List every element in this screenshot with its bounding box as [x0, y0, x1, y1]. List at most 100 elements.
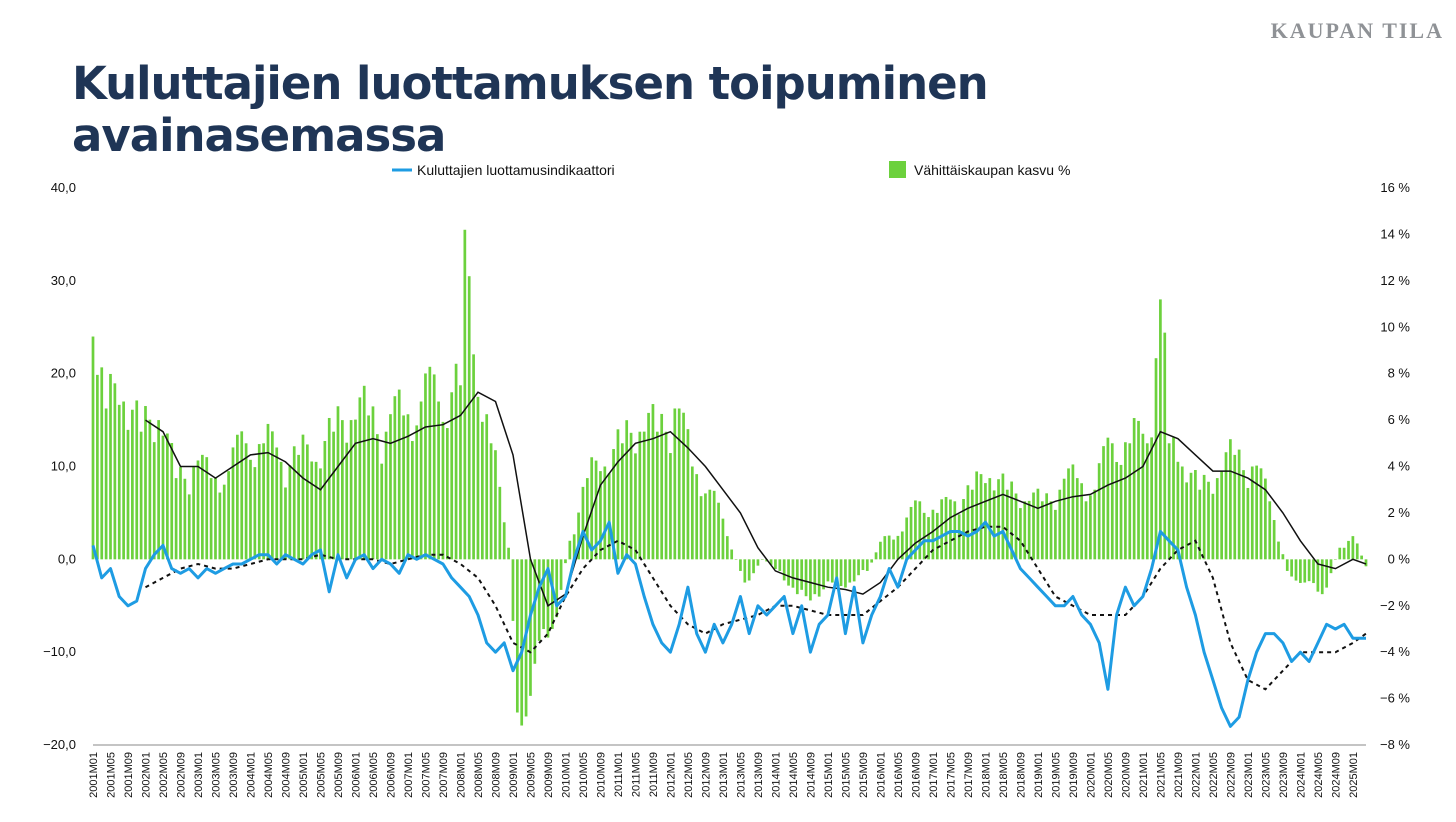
- retail-growth-bar: [962, 499, 965, 560]
- retail-growth-bar: [209, 478, 213, 560]
- retail-growth-bar: [1364, 559, 1368, 567]
- retail-growth-bar: [546, 559, 550, 638]
- retail-growth-bar: [1185, 482, 1188, 560]
- retail-growth-bar: [1355, 543, 1359, 560]
- x-axis-tick-label: 2008M01: [455, 752, 467, 798]
- retail-growth-bar: [327, 417, 331, 560]
- retail-growth-bar: [511, 559, 515, 621]
- retail-growth-bar: [91, 336, 95, 560]
- retail-growth-bar: [800, 559, 804, 590]
- retail-growth-bar: [1141, 433, 1145, 560]
- x-axis-tick-label: 2014M09: [805, 752, 817, 798]
- x-axis-tick-label: 2013M05: [735, 752, 747, 798]
- x-axis-tick-label: 2008M05: [473, 752, 485, 798]
- retail-growth-bar: [1224, 452, 1228, 560]
- right-axis-tick-label: 8 %: [1388, 366, 1411, 381]
- retail-growth-bar: [682, 412, 685, 560]
- retail-growth-bar: [1334, 559, 1337, 560]
- retail-growth-bar: [992, 490, 996, 560]
- retail-growth-bar: [187, 494, 191, 560]
- retail-growth-bar: [655, 431, 659, 560]
- retail-growth-bar: [297, 454, 300, 560]
- retail-growth-bar: [673, 408, 677, 560]
- retail-growth-bar: [616, 429, 620, 560]
- x-axis-tick-label: 2006M09: [385, 752, 397, 798]
- retail-growth-bar: [1272, 520, 1276, 560]
- retail-growth-bar: [467, 276, 471, 560]
- retail-growth-bar: [970, 489, 974, 560]
- retail-growth-bar: [419, 401, 423, 560]
- retail-growth-bar: [1023, 501, 1027, 560]
- x-axis-tick-label: 2016M01: [875, 752, 887, 798]
- retail-growth-bar: [529, 559, 532, 696]
- retail-growth-bar: [725, 536, 729, 560]
- x-axis-tick-label: 2007M09: [438, 752, 450, 798]
- retail-growth-bar: [437, 401, 440, 560]
- retail-growth-bar: [371, 406, 375, 560]
- retail-growth-bar: [1312, 559, 1315, 584]
- retail-growth-bar: [581, 486, 585, 560]
- retail-growth-bar: [192, 466, 195, 560]
- x-axis-tick-label: 2024M05: [1313, 752, 1325, 798]
- retail-growth-bar: [1316, 559, 1320, 592]
- legend-label-retail: Vähittäiskaupan kasvu %: [914, 162, 1070, 178]
- retail-growth-bar: [940, 499, 944, 560]
- x-axis-tick-label: 2023M01: [1243, 752, 1255, 798]
- x-axis-tick-label: 2013M01: [718, 752, 730, 798]
- x-axis-tick-label: 2022M09: [1225, 752, 1237, 798]
- x-axis-tick-label: 2012M01: [665, 752, 677, 798]
- retail-growth-bar: [865, 559, 869, 571]
- retail-growth-bar: [507, 547, 510, 560]
- retail-growth-bar: [756, 559, 760, 566]
- retail-growth-bar: [1014, 493, 1018, 560]
- retail-growth-bar: [476, 396, 480, 560]
- retail-growth-bar: [760, 559, 764, 560]
- retail-growth-bar: [690, 466, 694, 560]
- retail-growth-bar: [1084, 501, 1088, 560]
- retail-growth-bar: [892, 539, 895, 560]
- x-axis-tick-label: 2016M05: [893, 752, 905, 798]
- retail-growth-bar: [1010, 481, 1014, 560]
- retail-growth-bar: [1242, 470, 1245, 560]
- retail-growth-bar: [1338, 547, 1342, 560]
- left-axis-tick-label: 20,0: [51, 366, 76, 381]
- x-axis-tick-label: 2004M09: [280, 752, 292, 798]
- right-axis-tick-label: 0 %: [1388, 551, 1411, 566]
- chart-title: Kuluttajien luottamuksen toipuminen avai…: [72, 57, 989, 162]
- retail-growth-bar: [909, 506, 913, 560]
- retail-growth-bar: [292, 446, 296, 560]
- retail-growth-bar: [1167, 443, 1171, 560]
- retail-growth-bar: [441, 421, 445, 560]
- retail-growth-bar: [1255, 465, 1258, 560]
- x-axis-tick-label: 2014M01: [770, 752, 782, 798]
- retail-growth-bar: [979, 474, 983, 560]
- x-axis-tick-label: 2002M01: [140, 752, 152, 798]
- x-axis-tick-label: 2021M09: [1173, 752, 1185, 798]
- retail-growth-bar: [914, 500, 917, 560]
- retail-growth-bar: [922, 512, 926, 560]
- x-axis-tick-label: 2002M05: [158, 752, 170, 798]
- retail-growth-bar: [410, 441, 414, 560]
- retail-growth-bar: [603, 466, 607, 560]
- retail-growth-bar: [975, 471, 979, 560]
- left-axis-tick-label: −10,0: [43, 644, 76, 659]
- retail-growth-bar: [1106, 437, 1110, 560]
- retail-growth-bar: [1229, 439, 1232, 560]
- retail-growth-bar: [393, 396, 397, 560]
- retail-growth-bar: [1320, 559, 1324, 595]
- x-axis-tick-label: 2011M05: [630, 752, 642, 797]
- retail-growth-bar: [240, 431, 244, 560]
- retail-growth-bar: [161, 435, 165, 560]
- retail-growth-bar: [1294, 559, 1298, 581]
- retail-growth-bar: [944, 496, 948, 560]
- x-axis-tick-label: 2012M09: [700, 752, 712, 798]
- right-axis-tick-label: 2 %: [1388, 505, 1411, 520]
- retail-growth-bar: [809, 559, 812, 601]
- retail-growth-bar: [345, 442, 349, 560]
- right-axis-tick-label: 4 %: [1388, 459, 1411, 474]
- x-axis-tick-label: 2011M01: [613, 752, 625, 797]
- retail-growth-bar: [498, 486, 502, 560]
- x-axis-tick-label: 2020M05: [1103, 752, 1115, 798]
- retail-growth-bar: [1019, 508, 1022, 560]
- retail-growth-bar: [625, 420, 629, 560]
